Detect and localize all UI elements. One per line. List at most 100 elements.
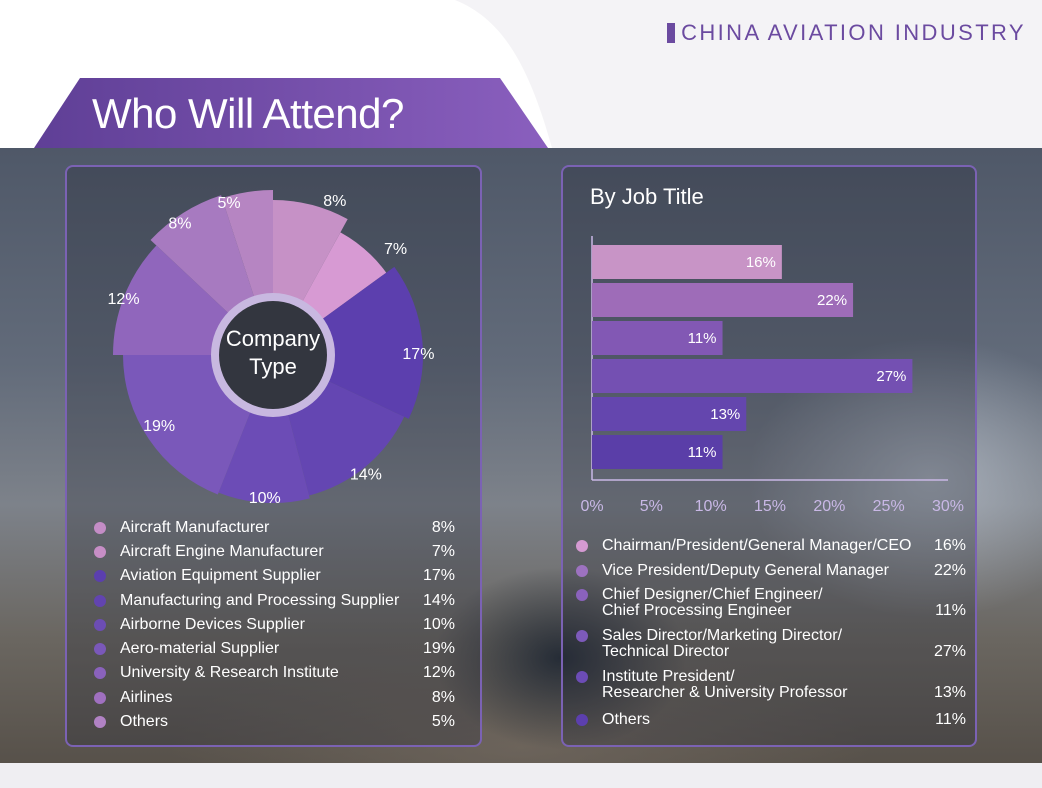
legend-swatch [576,714,588,726]
legend-swatch [576,630,588,642]
bar-chart-title: By Job Title [590,184,704,209]
pie-slice [218,355,310,503]
legend-item: Manufacturing and Processing Supplier 14% [94,593,455,609]
bar [592,245,782,279]
legend-item: Aviation Equipment Supplier 17% [94,568,455,584]
brand-mark [667,23,676,43]
x-tick-label: 10% [695,498,727,515]
legend-value: 27% [933,643,966,660]
pie-slice-label: 14% [350,466,382,483]
legend-swatch [94,522,106,534]
pie-slice-label: 12% [108,291,140,308]
pie-hole [219,301,327,409]
legend-swatch [94,619,106,631]
legend-label: Aircraft Engine Manufacturer [120,543,324,560]
legend-value: 16% [933,537,966,554]
legend-value: 19% [422,640,455,657]
legend-value: 10% [422,616,455,633]
legend-item: Aircraft Engine Manufacturer 7% [94,544,455,560]
legend-item: University & Research Institute 12% [94,665,455,681]
pie-slice-label: 8% [323,193,346,210]
legend-swatch [94,643,106,655]
brand-name: CHINA AVIATION INDUSTRY [681,20,1026,45]
pie-slice-label: 19% [143,418,175,435]
legend-item: Aircraft Manufacturer 8% [94,520,455,536]
legend-swatch [576,671,588,683]
legend-value: 8% [431,689,455,706]
legend-item: Others 11% [576,712,966,728]
bar [592,359,913,393]
pie-slice-label: 7% [384,241,407,258]
legend-label: University & Research Institute [120,664,339,681]
legend-label: Others [602,711,651,728]
bar [592,321,723,355]
legend-label: Others [120,713,169,730]
legend-label: Manufacturing and Processing Supplier [120,592,400,609]
legend-value: 14% [422,592,455,609]
title-banner [34,78,548,148]
legend-swatch [94,595,106,607]
legend-swatch [94,546,106,558]
legend-label: Sales Director/Marketing Director/ Techn… [602,627,843,660]
legend-swatch [576,540,588,552]
x-tick-label: 20% [813,498,845,515]
pie-slice-label: 17% [402,346,434,363]
legend-value: 12% [422,664,455,681]
pie-center-label: Company Type [225,326,321,379]
bar [592,283,854,317]
legend-item: Others 5% [94,714,455,730]
pie-slice-label: 10% [249,490,281,507]
footer-strip [0,763,1042,788]
legend-swatch [94,570,106,582]
legend-swatch [94,667,106,679]
legend-value: 7% [431,543,455,560]
x-tick-label: 5% [640,498,663,515]
bar-value-label: 22% [817,292,847,309]
legend-label: Chairman/President/General Manager/CEO [602,537,912,554]
page-title: Who Will Attend? [92,90,404,137]
legend-value: 11% [935,602,966,619]
pie-slice [273,266,423,419]
legend-label: Airborne Devices Supplier [120,616,305,633]
legend-value: 11% [935,711,966,728]
legend-label: Aircraft Manufacturer [120,519,270,536]
legend-label: Aero-material Supplier [120,640,280,657]
bar-value-label: 16% [746,254,776,271]
legend-item: Airlines 8% [94,690,455,706]
bar-value-label: 11% [688,444,717,461]
bar-value-label: 13% [710,406,740,423]
legend-label: Chief Designer/Chief Engineer/ Chief Pro… [602,586,823,619]
legend-value: 8% [431,519,455,536]
legend-item: Vice President/Deputy General Manager 22% [576,563,966,579]
legend-label: Vice President/Deputy General Manager [602,562,889,579]
legend-swatch [94,692,106,704]
bar [592,435,723,469]
pie-slice-label: 8% [168,215,191,232]
legend-value: 22% [933,562,966,579]
legend-swatch [94,716,106,728]
x-tick-label: 30% [932,498,964,515]
legend-item: Chairman/President/General Manager/CEO 16… [576,538,966,554]
bar [592,397,747,431]
legend-label: Institute President/ Researcher & Univer… [602,668,848,701]
legend-swatch [576,565,588,577]
x-tick-label: 15% [754,498,786,515]
bar-value-label: 27% [876,368,906,385]
bar-value-label: 11% [688,330,717,347]
legend-value: 13% [933,684,966,701]
legend-label: Airlines [120,689,173,706]
legend-value: 17% [422,567,455,584]
x-tick-label: 0% [580,498,603,515]
brand-header: CHINA AVIATION INDUSTRY [667,20,1026,46]
legend-item: Sales Director/Marketing Director/ Techn… [576,628,966,660]
x-tick-label: 25% [873,498,905,515]
legend-label: Aviation Equipment Supplier [120,567,321,584]
legend-item: Aero-material Supplier 19% [94,641,455,657]
legend-swatch [576,589,588,601]
legend-item: Chief Designer/Chief Engineer/ Chief Pro… [576,587,966,619]
legend-value: 5% [431,713,455,730]
legend-item: Airborne Devices Supplier 10% [94,617,455,633]
legend-item: Institute President/ Researcher & Univer… [576,669,966,701]
